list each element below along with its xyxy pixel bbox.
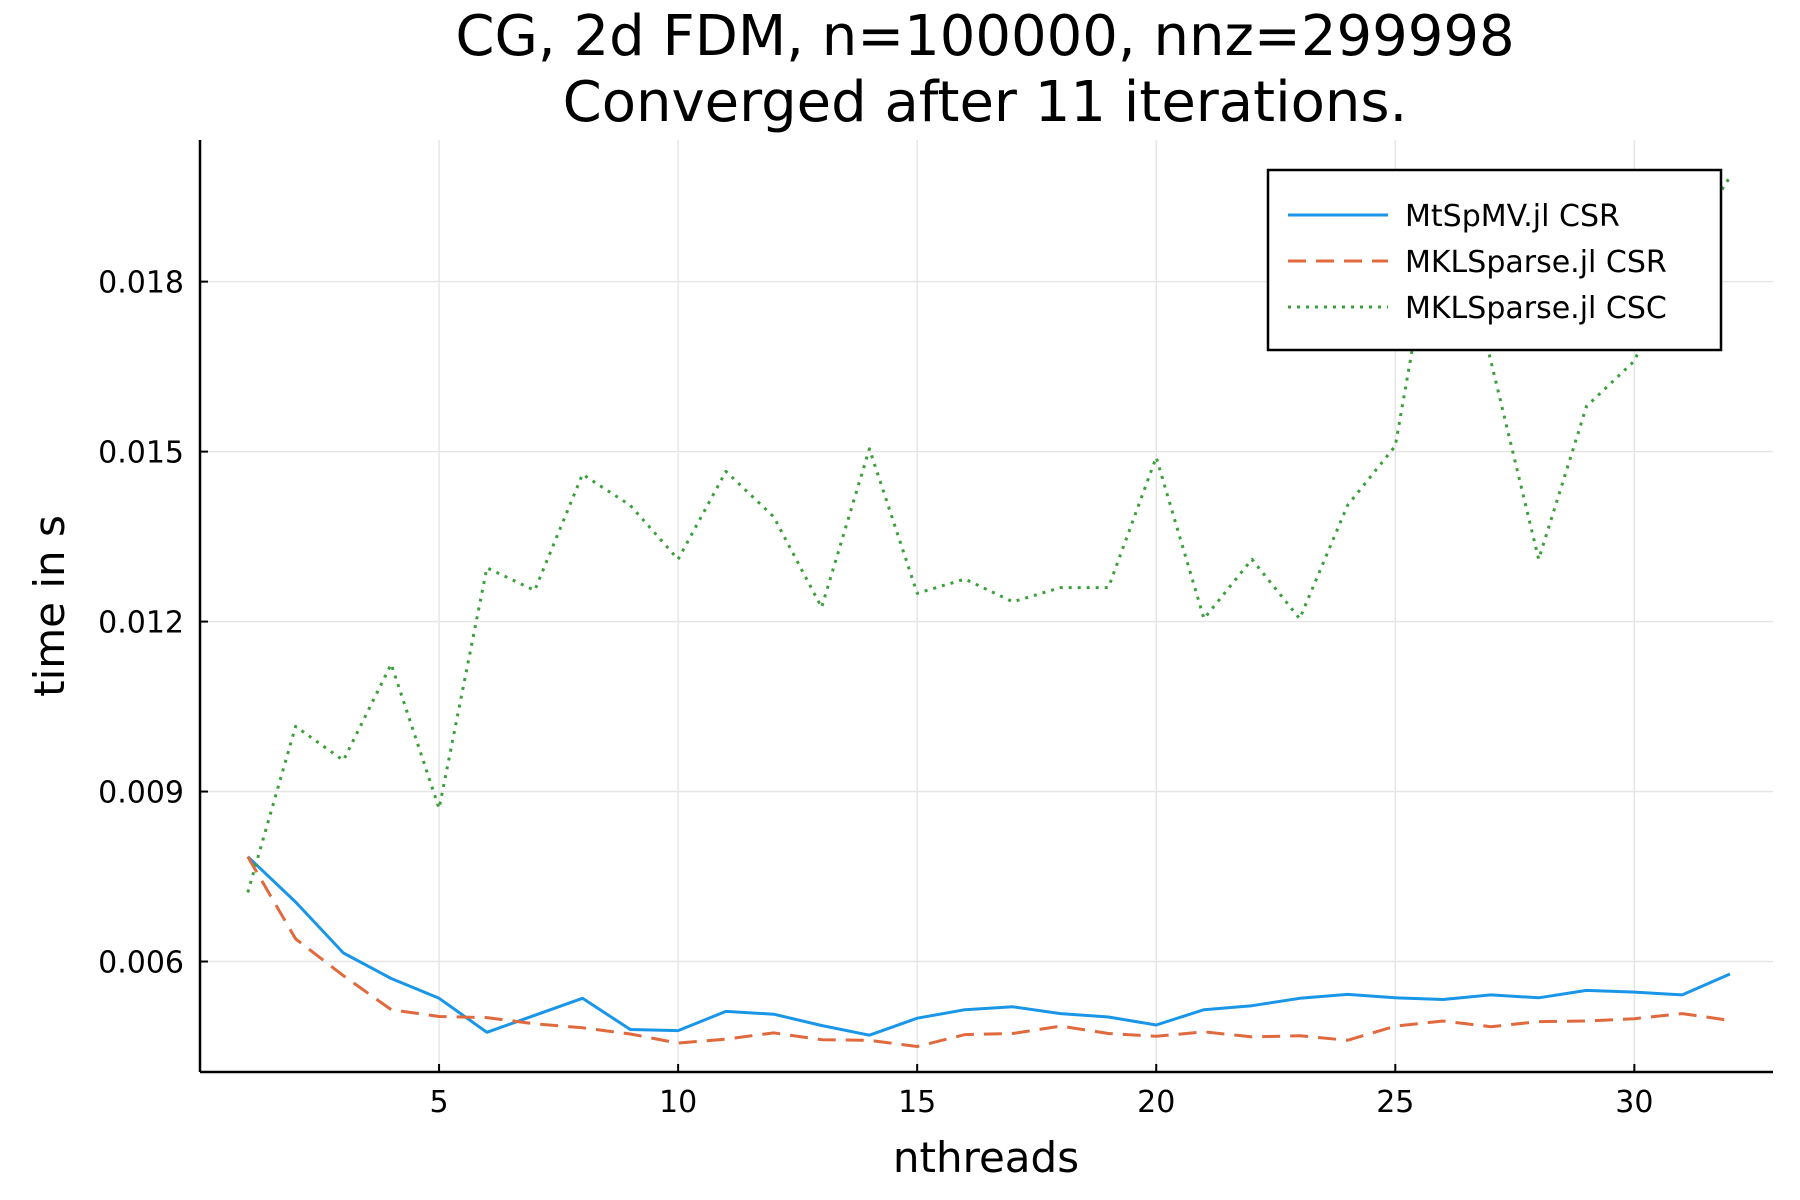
x-tick-label: 25 [1376, 1085, 1414, 1120]
x-axis-label: nthreads [893, 1133, 1079, 1182]
series-line-mtspmv-jl-csr [246, 855, 1731, 1037]
legend-label-mklsparse-csc: MKLSparse.jl CSC [1405, 291, 1667, 326]
legend-label-mklsparse-csr: MKLSparse.jl CSR [1405, 245, 1667, 280]
y-tick-label: 0.018 [98, 266, 184, 301]
y-tick-label: 0.012 [98, 606, 184, 641]
y-axis-label: time in s [25, 515, 74, 697]
chart-title-line-2: Converged after 11 iterations. [563, 70, 1408, 135]
legend-box [1266, 168, 1723, 352]
y-tick-label: 0.015 [98, 436, 184, 471]
legend-label-mtspmv-csr: MtSpMV.jl CSR [1405, 199, 1620, 234]
x-tick-label: 20 [1137, 1085, 1175, 1120]
x-tick-label: 5 [430, 1085, 449, 1120]
y-tick-label: 0.006 [98, 946, 184, 981]
series-line-mklsparse-jl-csr [246, 855, 1731, 1048]
y-tick-label: 0.009 [98, 776, 184, 811]
legend: MtSpMV.jl CSR MKLSparse.jl CSR MKLSparse… [1266, 168, 1723, 352]
x-tick-label: 10 [659, 1085, 697, 1120]
x-tick-label: 15 [898, 1085, 936, 1120]
axes [198, 140, 1773, 1074]
x-tick-label: 30 [1615, 1085, 1653, 1120]
chart-title-line-1: CG, 2d FDM, n=100000, nnz=299998 [455, 4, 1514, 69]
ticks: 5 10 15 20 25 30 0.006 0.009 0.012 0.015 0.018 [98, 266, 1653, 1120]
